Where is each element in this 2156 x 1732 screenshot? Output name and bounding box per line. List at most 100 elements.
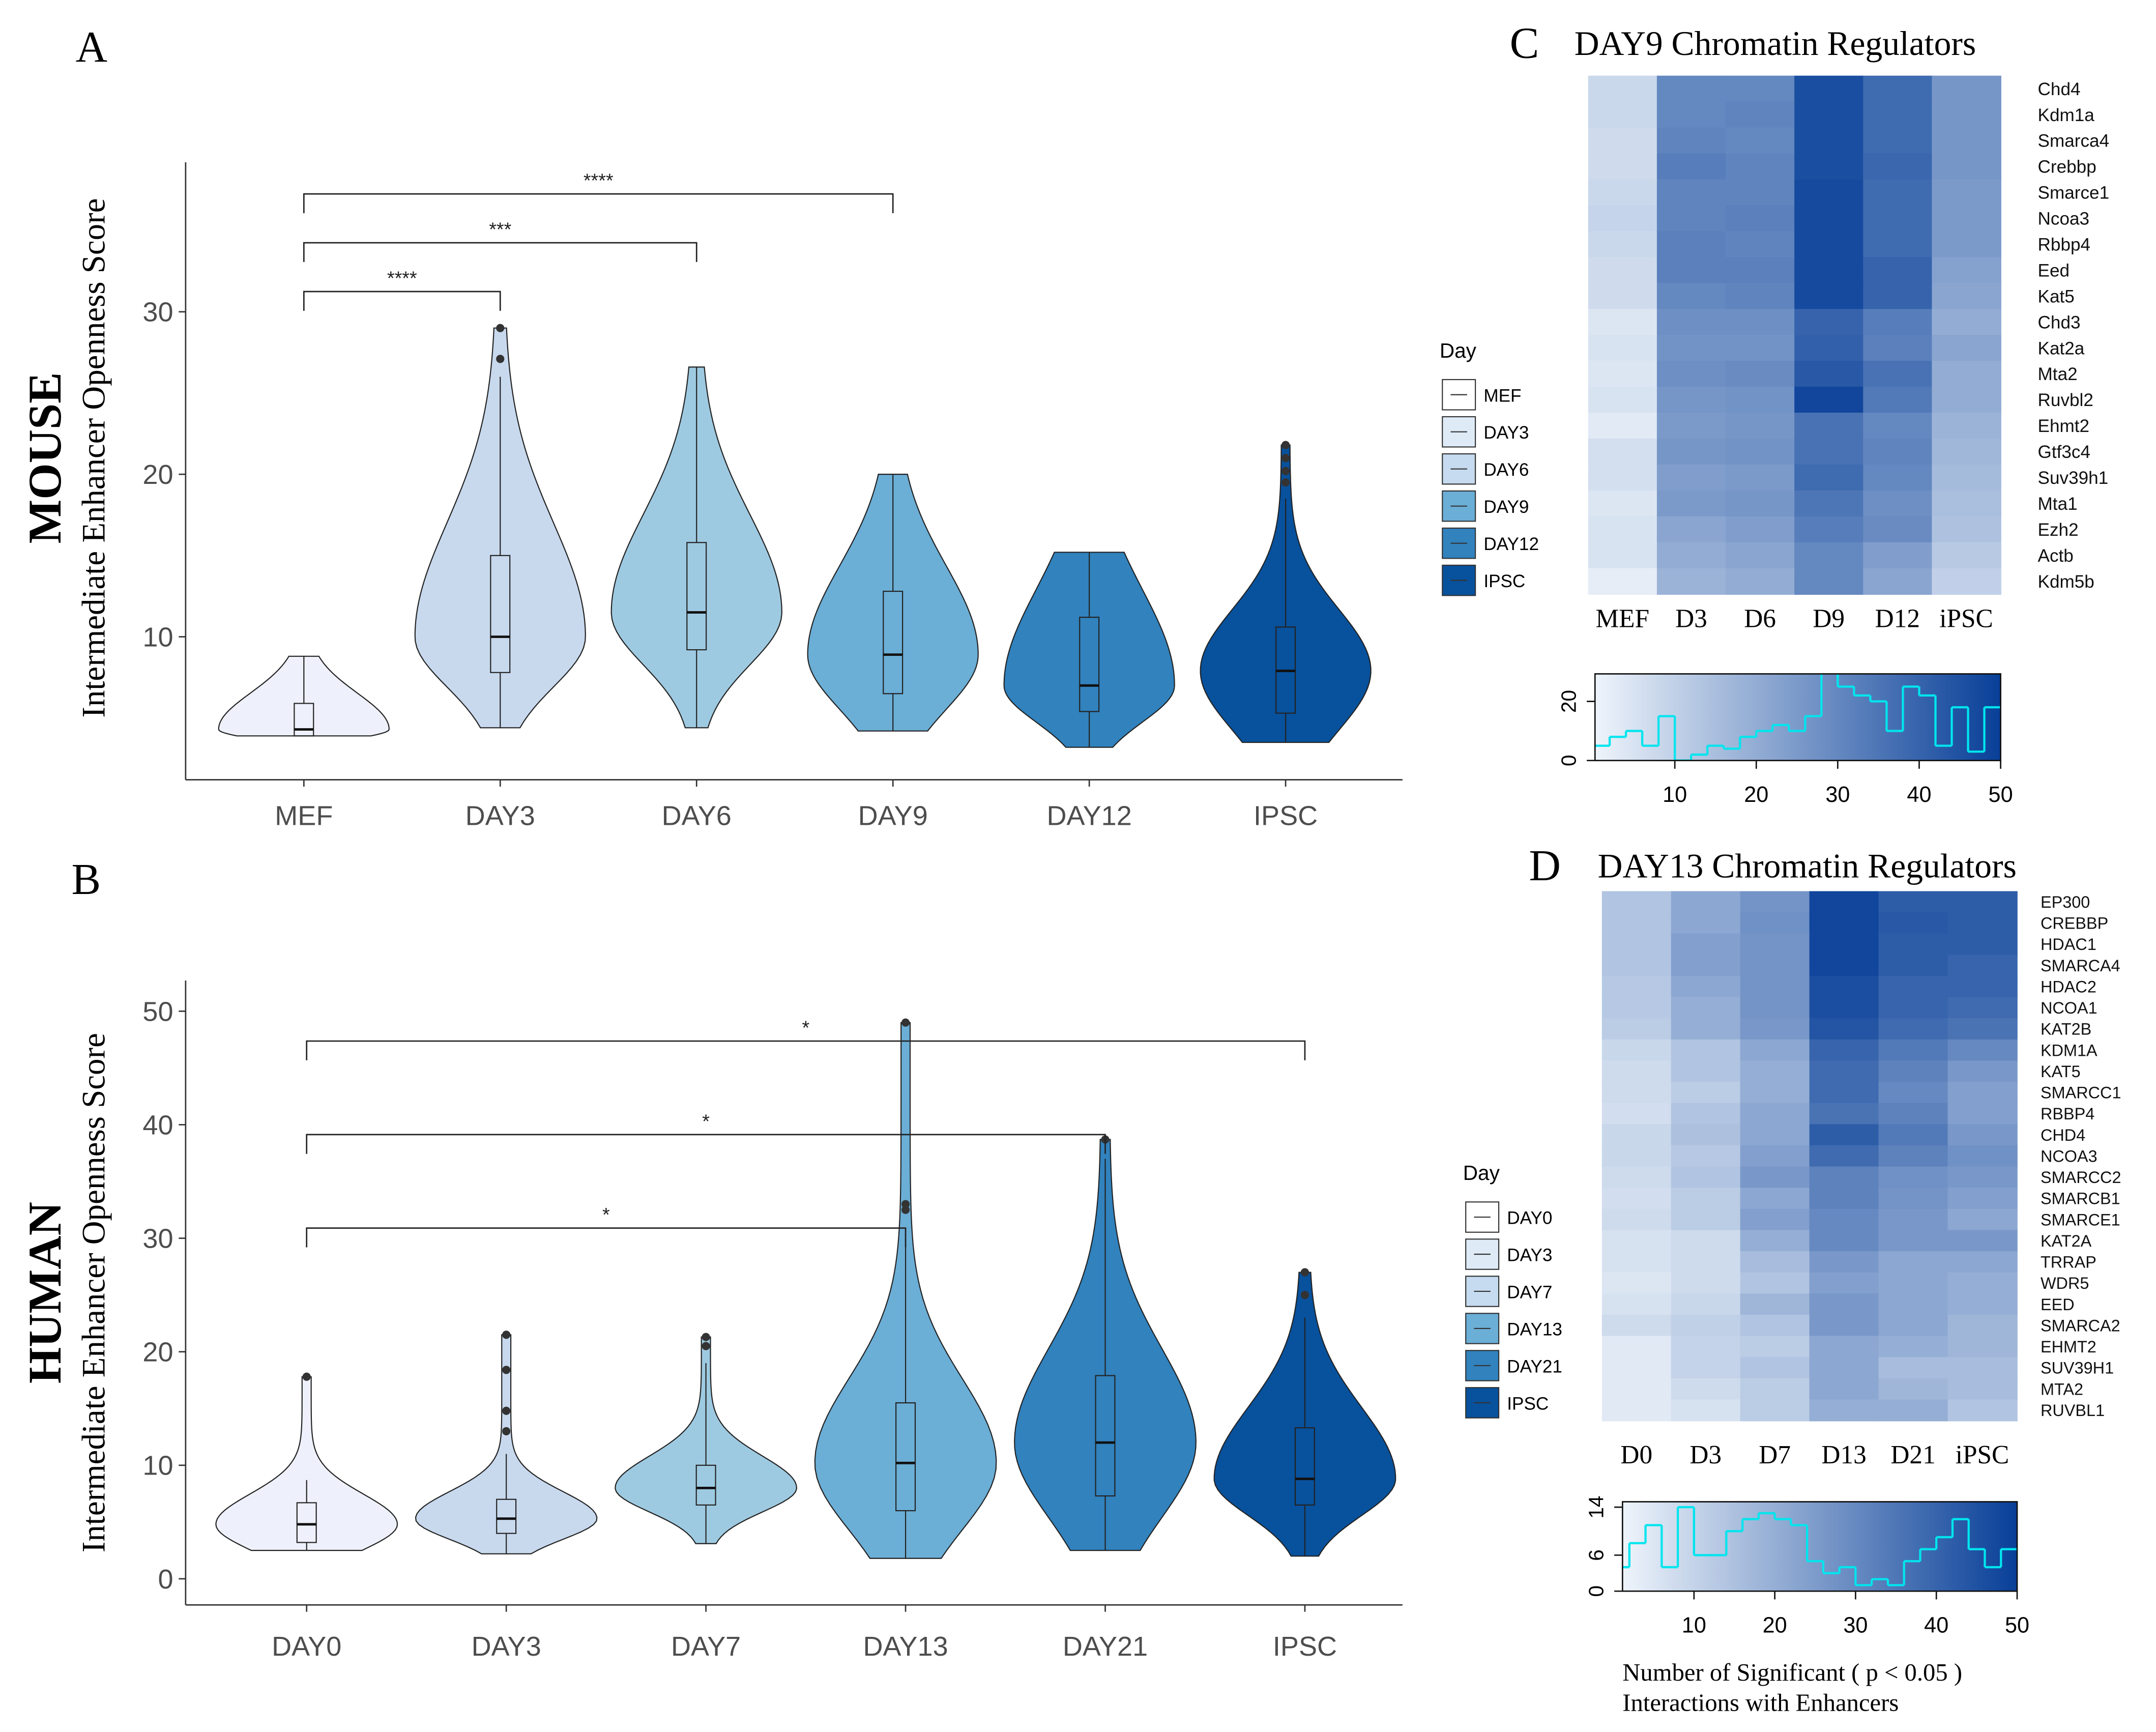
violin — [215, 1376, 398, 1551]
row-label: KDM1A — [2041, 1041, 2097, 1059]
row-label: Ehmt2 — [2038, 416, 2090, 436]
column-label: D12 — [1875, 604, 1920, 633]
heatmap-cell — [1878, 1188, 1948, 1210]
heatmap-cell — [1947, 1103, 2018, 1125]
heatmap-cell — [1794, 568, 1864, 595]
heatmap-cell — [1740, 1145, 1810, 1167]
legend-label: DAY21 — [1507, 1356, 1562, 1376]
key-x-tick-label: 20 — [1763, 1613, 1787, 1637]
heatmap-cell — [1947, 1272, 2018, 1294]
legend-label: DAY3 — [1483, 423, 1529, 443]
heatmap-cell — [1947, 1124, 2018, 1146]
heatmap-cell — [1671, 997, 1741, 1019]
heatmap-cell — [1740, 1060, 1810, 1083]
y-tick-label: 40 — [142, 1110, 173, 1140]
legend-swatch — [1442, 379, 1476, 411]
heatmap-cell — [1947, 1060, 2018, 1083]
heatmap-cell — [1809, 1039, 1879, 1061]
heatmap-cell — [1809, 1124, 1879, 1146]
row-label: HDAC1 — [2041, 935, 2096, 954]
heatmap-cell — [1740, 1378, 1810, 1400]
heatmap-cell — [1656, 361, 1727, 388]
significance-bracket — [303, 242, 697, 262]
x-tick-label: DAY3 — [465, 801, 535, 831]
heatmap-cell — [1601, 1018, 1672, 1041]
heatmap-cell — [1794, 257, 1864, 284]
heatmap-cell — [1878, 1124, 1948, 1146]
outlier — [502, 1406, 511, 1415]
heatmap-cell — [1726, 568, 1795, 595]
heatmap-cell — [1726, 516, 1795, 543]
heatmap-cell — [1794, 490, 1864, 517]
x-tick-label: DAY0 — [272, 1631, 341, 1662]
row-label: KAT5 — [2041, 1062, 2081, 1081]
heatmap-cell — [1932, 205, 2001, 232]
row-label: Crebbp — [2038, 157, 2096, 177]
heatmap-cell — [1794, 438, 1864, 466]
heatmap-cell — [1588, 516, 1658, 543]
heatmap-cell — [1671, 912, 1741, 935]
heatmap-cell — [1740, 1166, 1810, 1189]
heatmap-cell — [1947, 997, 2018, 1019]
heatmap-cell — [1671, 1336, 1741, 1358]
x-tick-label: MEF — [275, 801, 333, 831]
heatmap-cell — [1588, 179, 1658, 206]
heatmap-cell — [1809, 997, 1879, 1019]
column-label: iPSC — [1956, 1440, 2009, 1469]
key-x-tick-label: 20 — [1744, 783, 1768, 807]
heatmap-cell — [1601, 912, 1672, 935]
heatmap-cell — [1809, 1293, 1879, 1316]
significance-bracket — [306, 1040, 1306, 1060]
row-label: EHMT2 — [2041, 1338, 2096, 1356]
row-label: MOUSE — [19, 372, 71, 544]
heatmap-cell — [1947, 1378, 2018, 1400]
heatmap-cell — [1878, 1145, 1948, 1167]
heatmap-cell — [1809, 1399, 1879, 1422]
heatmap-cell — [1878, 997, 1948, 1019]
heatmap-cell — [1947, 1208, 2018, 1231]
key-x-tick-label: 30 — [1843, 1613, 1868, 1637]
significance-label: * — [702, 1111, 710, 1132]
heatmap-cell — [1794, 309, 1864, 336]
y-tick-label: 10 — [142, 1451, 173, 1481]
heatmap-cell — [1671, 1060, 1741, 1083]
column-label: iPSC — [1939, 604, 1993, 633]
row-label: Ncoa3 — [2038, 209, 2090, 229]
heatmap-cell — [1863, 438, 1933, 466]
row-label: RBBP4 — [2041, 1105, 2094, 1123]
heatmap-cell — [1601, 997, 1672, 1019]
key-y-tick-label: 0 — [1584, 1585, 1608, 1597]
heatmap-cell — [1863, 205, 1933, 232]
row-label: KAT2B — [2041, 1020, 2091, 1038]
heatmap-cell — [1878, 912, 1948, 935]
y-tick-label: 30 — [142, 1224, 173, 1254]
heatmap-cell — [1932, 335, 2001, 362]
key-x-label: Interactions with Enhancers — [1622, 1689, 1899, 1716]
heatmap-cell — [1809, 1018, 1879, 1041]
heatmap-cell — [1947, 1293, 2018, 1316]
outlier — [1281, 441, 1290, 449]
heatmap-cell — [1809, 1336, 1879, 1358]
heatmap-cell — [1794, 75, 1864, 102]
panel-label: D — [1529, 841, 1561, 890]
heatmap-cell — [1588, 568, 1658, 595]
heatmap-cell — [1878, 933, 1948, 956]
heatmap-cell — [1794, 542, 1864, 569]
y-axis-label: Intermediate Enhancer Openness Score — [75, 1033, 112, 1552]
column-label: D21 — [1890, 1440, 1935, 1469]
column-label: D6 — [1744, 604, 1776, 633]
heatmap-cell — [1863, 101, 1933, 128]
heatmap-cell — [1794, 413, 1864, 440]
heatmap-cell — [1947, 1082, 2018, 1104]
heatmap-cell — [1726, 153, 1795, 180]
box — [1079, 617, 1100, 712]
heatmap-cell — [1878, 1060, 1948, 1083]
key-y-tick-label: 0 — [1557, 755, 1580, 766]
heatmap-cell — [1588, 490, 1658, 517]
heatmap-cell — [1878, 891, 1948, 913]
heatmap-cell — [1656, 438, 1727, 466]
row-label: EED — [2041, 1295, 2075, 1314]
row-label: SMARCB1 — [2041, 1190, 2120, 1208]
heatmap-cell — [1588, 153, 1658, 180]
row-label: EP300 — [2041, 893, 2090, 911]
